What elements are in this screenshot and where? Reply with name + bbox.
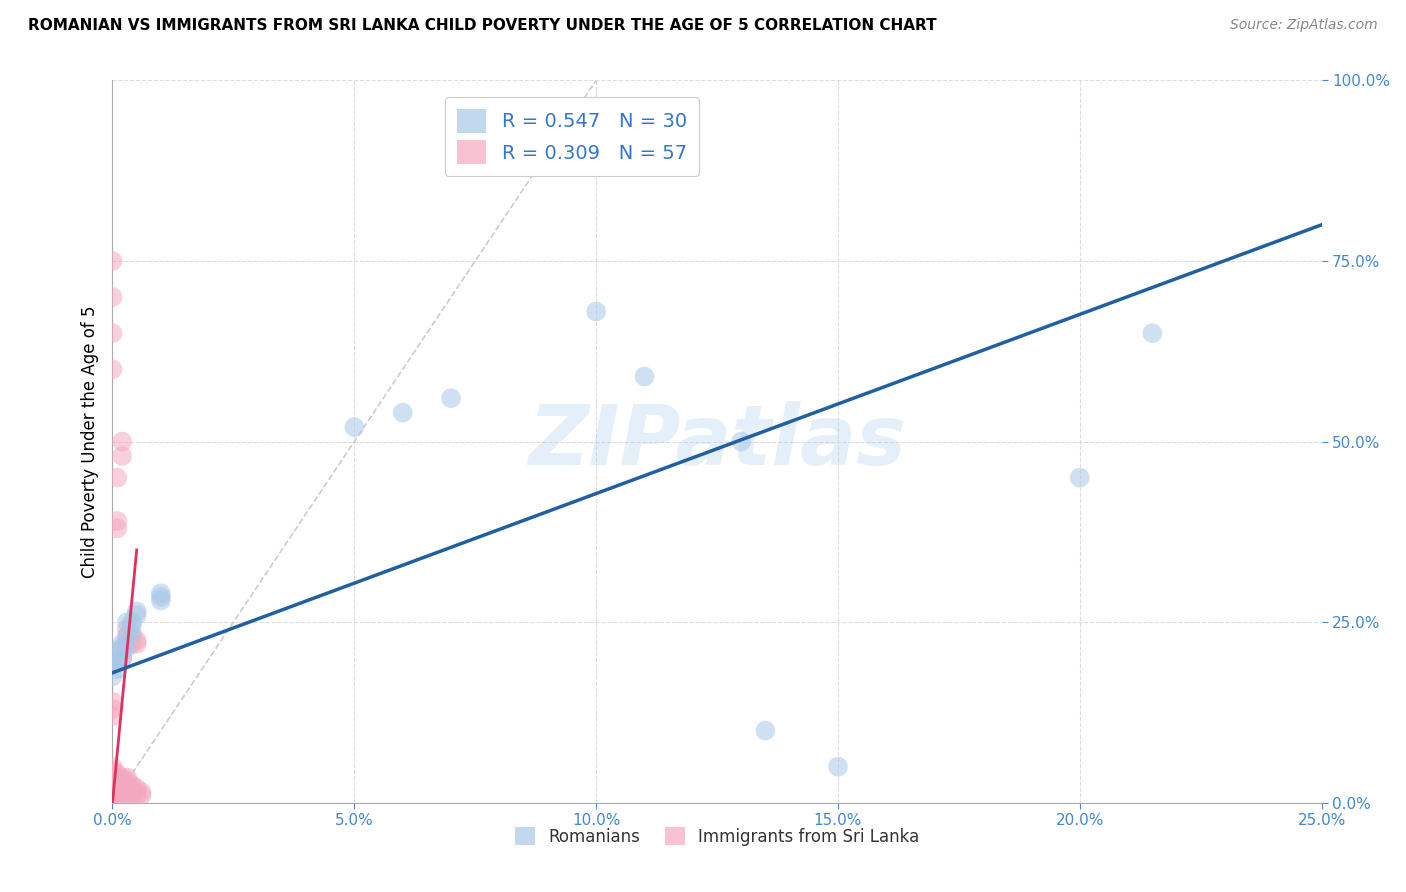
Point: [111, 651, 134, 665]
Point: [105, 778, 128, 792]
Point: [105, 785, 128, 799]
Point: [111, 651, 134, 665]
Point: [125, 637, 148, 651]
Point: [101, 767, 124, 781]
Point: [101, 774, 124, 789]
Point: [149, 593, 172, 607]
Point: [101, 702, 124, 716]
Point: [101, 778, 124, 792]
Point: [105, 781, 128, 796]
Point: [105, 774, 128, 789]
Point: [115, 778, 138, 792]
Point: [115, 774, 138, 789]
Point: [343, 420, 366, 434]
Point: [440, 391, 463, 405]
Point: [730, 434, 752, 449]
Point: [105, 644, 128, 658]
Point: [111, 644, 134, 658]
Point: [101, 771, 124, 785]
Point: [101, 290, 124, 304]
Point: [121, 785, 143, 799]
Text: ZIPatlas: ZIPatlas: [529, 401, 905, 482]
Text: Source: ZipAtlas.com: Source: ZipAtlas.com: [1230, 18, 1378, 32]
Point: [125, 789, 148, 803]
Point: [115, 623, 138, 637]
Point: [125, 781, 148, 796]
Point: [105, 521, 128, 535]
Point: [125, 785, 148, 799]
Point: [111, 637, 134, 651]
Point: [105, 771, 128, 785]
Point: [105, 662, 128, 676]
Point: [111, 778, 134, 792]
Point: [115, 771, 138, 785]
Point: [115, 637, 138, 651]
Point: [115, 640, 138, 655]
Point: [391, 406, 413, 420]
Point: [111, 781, 134, 796]
Point: [111, 640, 134, 655]
Point: [121, 637, 143, 651]
Point: [585, 304, 607, 318]
Point: [101, 760, 124, 774]
Point: [101, 362, 124, 376]
Point: [121, 630, 143, 644]
Point: [111, 449, 134, 463]
Point: [1142, 326, 1164, 340]
Point: [101, 658, 124, 673]
Point: [101, 326, 124, 340]
Point: [115, 781, 138, 796]
Point: [115, 615, 138, 630]
Point: [115, 630, 138, 644]
Point: [633, 369, 655, 384]
Point: [115, 789, 138, 803]
Point: [754, 723, 776, 738]
Point: [125, 607, 148, 622]
Point: [101, 651, 124, 665]
Point: [149, 586, 172, 600]
Legend: Romanians, Immigrants from Sri Lanka: Romanians, Immigrants from Sri Lanka: [508, 821, 927, 852]
Point: [149, 590, 172, 604]
Point: [115, 630, 138, 644]
Point: [101, 709, 124, 723]
Point: [125, 633, 148, 648]
Point: [131, 789, 153, 803]
Point: [111, 771, 134, 785]
Point: [121, 778, 143, 792]
Point: [111, 785, 134, 799]
Point: [827, 760, 849, 774]
Point: [105, 655, 128, 669]
Y-axis label: Child Poverty Under the Age of 5: Child Poverty Under the Age of 5: [80, 305, 98, 578]
Point: [121, 615, 143, 630]
Text: ROMANIAN VS IMMIGRANTS FROM SRI LANKA CHILD POVERTY UNDER THE AGE OF 5 CORRELATI: ROMANIAN VS IMMIGRANTS FROM SRI LANKA CH…: [28, 18, 936, 33]
Point: [121, 781, 143, 796]
Point: [101, 253, 124, 268]
Point: [105, 789, 128, 803]
Point: [111, 434, 134, 449]
Point: [125, 604, 148, 618]
Point: [121, 626, 143, 640]
Point: [111, 789, 134, 803]
Point: [101, 695, 124, 709]
Point: [131, 785, 153, 799]
Point: [105, 514, 128, 528]
Point: [101, 764, 124, 778]
Point: [1069, 470, 1091, 484]
Point: [121, 619, 143, 633]
Point: [121, 789, 143, 803]
Point: [101, 789, 124, 803]
Point: [101, 781, 124, 796]
Point: [111, 774, 134, 789]
Point: [101, 669, 124, 683]
Point: [105, 767, 128, 781]
Point: [115, 785, 138, 799]
Point: [105, 470, 128, 484]
